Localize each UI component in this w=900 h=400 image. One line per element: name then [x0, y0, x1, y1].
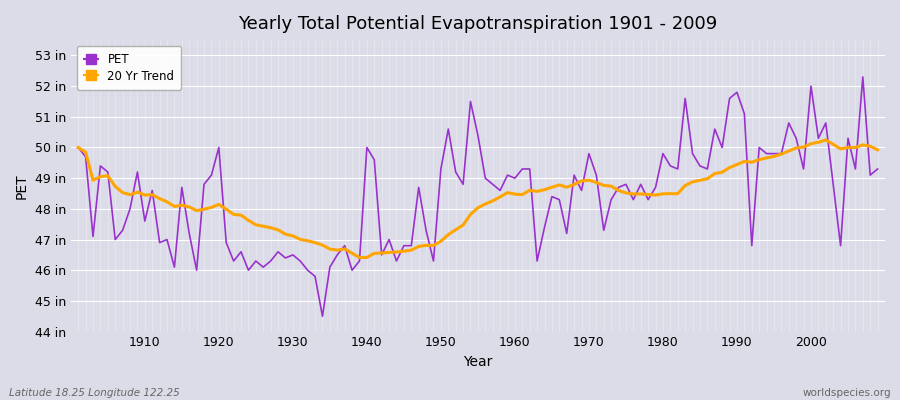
Text: Latitude 18.25 Longitude 122.25: Latitude 18.25 Longitude 122.25 [9, 388, 180, 398]
Title: Yearly Total Potential Evapotranspiration 1901 - 2009: Yearly Total Potential Evapotranspiratio… [238, 15, 717, 33]
X-axis label: Year: Year [464, 355, 492, 369]
Legend: PET, 20 Yr Trend: PET, 20 Yr Trend [76, 46, 182, 90]
Text: worldspecies.org: worldspecies.org [803, 388, 891, 398]
Y-axis label: PET: PET [15, 173, 29, 199]
